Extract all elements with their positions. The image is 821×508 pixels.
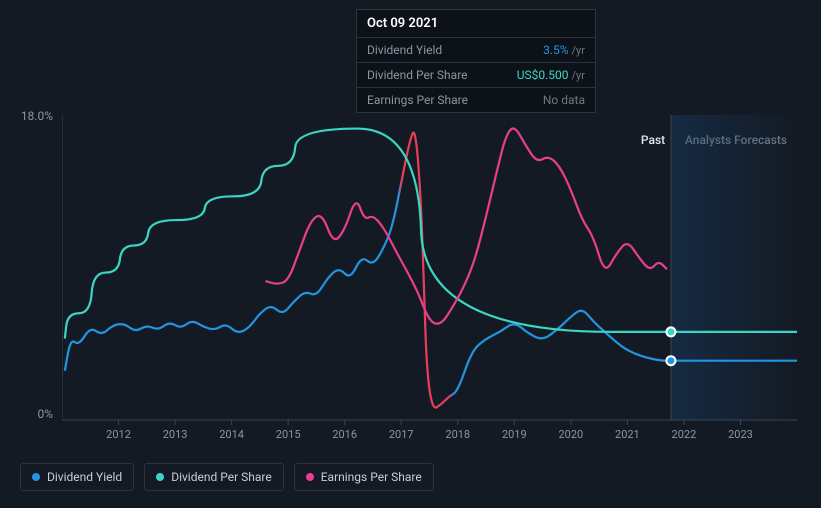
tooltip-date: Oct 09 2021 bbox=[357, 10, 595, 37]
svg-text:2012: 2012 bbox=[106, 428, 131, 441]
svg-text:2013: 2013 bbox=[163, 428, 188, 441]
tooltip-row-label: Dividend Yield bbox=[367, 43, 442, 57]
svg-text:2018: 2018 bbox=[445, 428, 470, 441]
svg-text:2023: 2023 bbox=[728, 428, 753, 441]
tooltip-row: Dividend Yield 3.5% /yr bbox=[357, 37, 595, 62]
legend-item-label: Dividend Per Share bbox=[171, 470, 272, 484]
tooltip-row-value: US$0.500 bbox=[517, 68, 569, 82]
tooltip-row-unit: /yr bbox=[572, 44, 585, 57]
series-marker bbox=[666, 356, 675, 365]
svg-text:2016: 2016 bbox=[332, 428, 357, 441]
svg-text:2015: 2015 bbox=[276, 428, 301, 441]
legend-item[interactable]: Earnings Per Share bbox=[294, 463, 434, 491]
svg-text:2017: 2017 bbox=[389, 428, 414, 441]
chart-tooltip: Oct 09 2021 Dividend Yield3.5%/yrDividen… bbox=[356, 9, 596, 113]
svg-text:2020: 2020 bbox=[558, 428, 583, 441]
chart-legend: Dividend Yield Dividend Per Share Earnings… bbox=[20, 463, 434, 491]
tooltip-row-value: 3.5% bbox=[543, 43, 568, 57]
legend-dot-icon bbox=[156, 473, 164, 481]
y-tick-max: 18.0% bbox=[21, 109, 53, 123]
y-tick-min: 0% bbox=[37, 407, 53, 421]
tooltip-row: Dividend Per Share US$0.500/yr bbox=[357, 62, 595, 87]
svg-text:2014: 2014 bbox=[219, 428, 244, 441]
tooltip-row-unit: /yr bbox=[572, 69, 585, 82]
legend-item[interactable]: Dividend Per Share bbox=[144, 463, 284, 491]
svg-text:2021: 2021 bbox=[615, 428, 640, 441]
series-marker bbox=[666, 327, 675, 336]
tooltip-row-label: Earnings Per Share bbox=[367, 93, 468, 107]
svg-text:2022: 2022 bbox=[672, 428, 697, 441]
svg-text:2019: 2019 bbox=[502, 428, 527, 441]
tooltip-row-label: Dividend Per Share bbox=[367, 68, 468, 82]
legend-item-label: Earnings Per Share bbox=[321, 470, 422, 484]
line-chart[interactable]: 2012201320142015201620172018201920202021… bbox=[62, 115, 797, 420]
tooltip-row-value: No data bbox=[543, 93, 585, 107]
legend-item-label: Dividend Yield bbox=[47, 470, 122, 484]
legend-dot-icon bbox=[32, 473, 40, 481]
tooltip-row: Earnings Per Share No data bbox=[357, 87, 595, 112]
series-earnings-per-share bbox=[266, 129, 667, 324]
legend-item[interactable]: Dividend Yield bbox=[20, 463, 134, 491]
legend-dot-icon bbox=[306, 473, 314, 481]
